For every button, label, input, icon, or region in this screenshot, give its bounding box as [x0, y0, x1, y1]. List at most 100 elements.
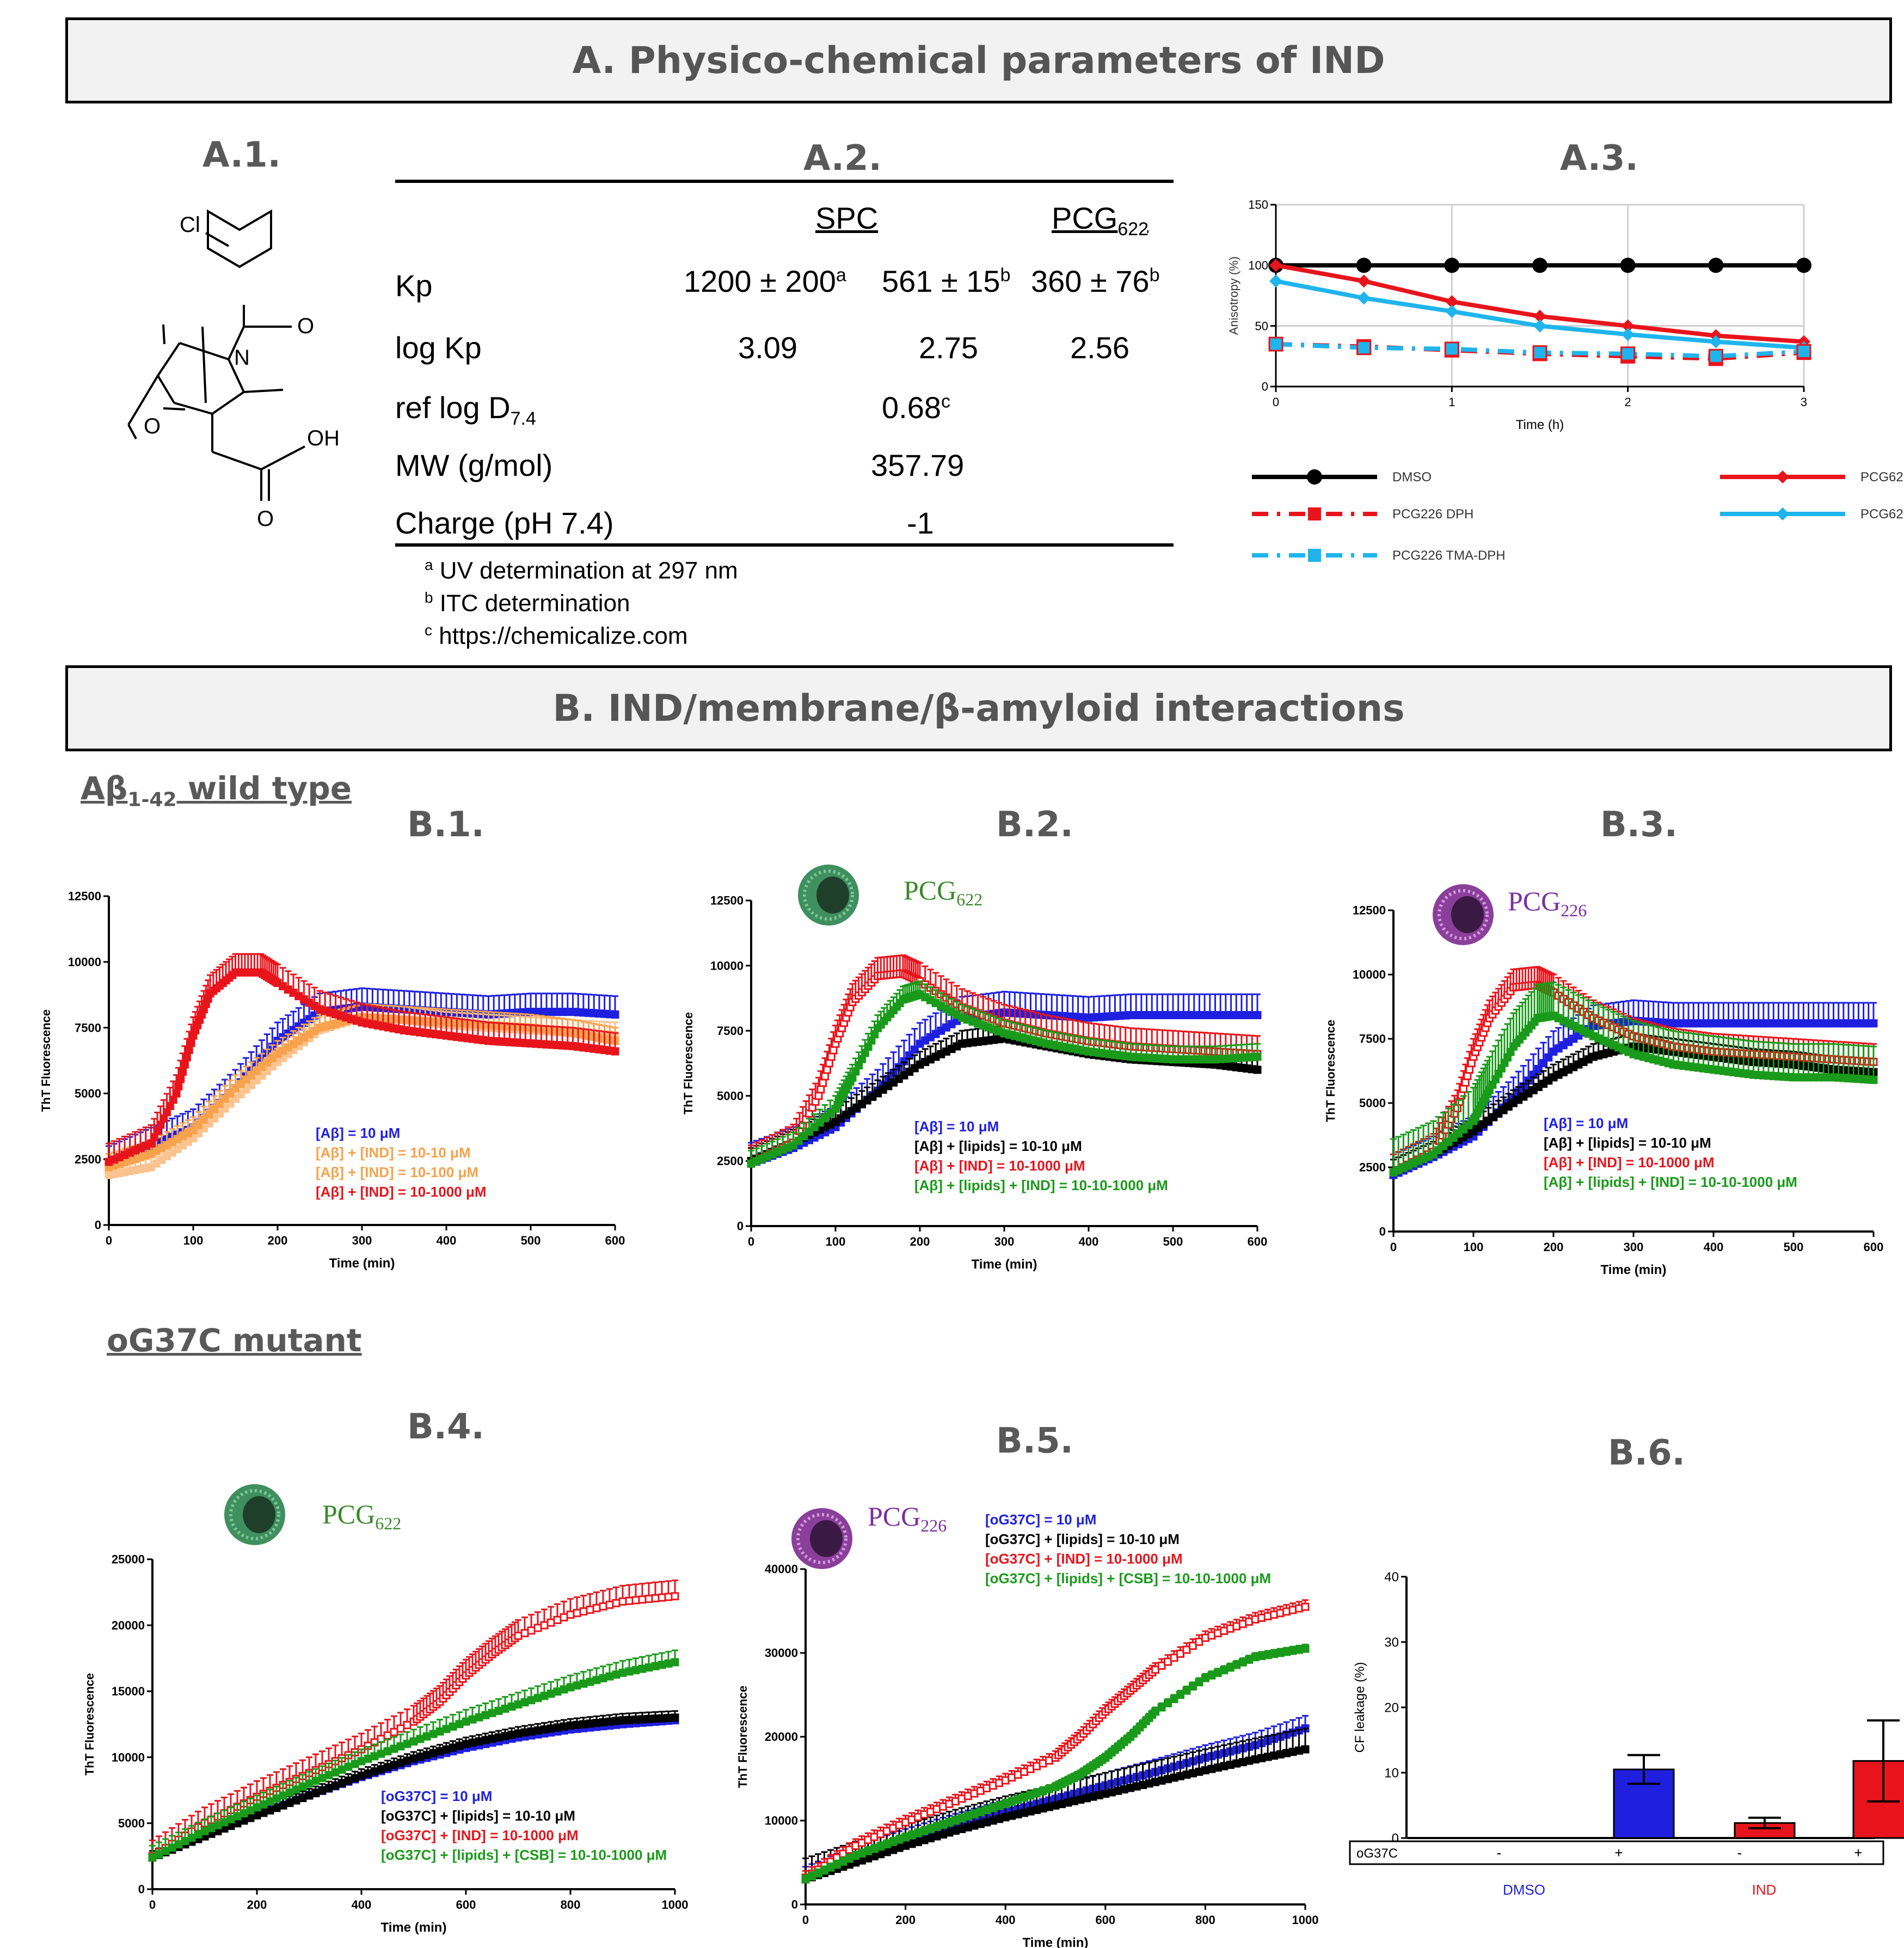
- data-point: [324, 1784, 333, 1792]
- atom-n: N: [234, 346, 250, 370]
- data-point: [305, 1791, 314, 1800]
- x-tick-label: 100: [1464, 1240, 1484, 1254]
- data-point: [409, 1754, 418, 1763]
- data-point: [1539, 1059, 1548, 1068]
- data-point: [442, 1745, 451, 1754]
- data-point: [1356, 258, 1372, 273]
- data-point: [1708, 258, 1724, 273]
- kp-v1: 1200 ± 200: [684, 264, 836, 298]
- x-tick-label: 600: [1864, 1240, 1884, 1254]
- atom-o-acid: O: [257, 507, 274, 531]
- data-point: [599, 1602, 607, 1611]
- y-tick-label: 5000: [1359, 1096, 1386, 1110]
- legend-label: PCG226 DPH: [1392, 507, 1473, 522]
- section-b-banner: B. IND/membrane/β-amyloid interactions: [65, 665, 1892, 751]
- data-point: [671, 1713, 679, 1722]
- y-tick-label: 0: [138, 1883, 145, 1896]
- logkp-v1: 3.09: [738, 330, 797, 365]
- data-point: [403, 1756, 411, 1765]
- data-point: [1444, 258, 1460, 273]
- x-axis-label: Time (min): [329, 1256, 395, 1271]
- y-tick-label: 0: [1262, 380, 1268, 394]
- data-point: [507, 1730, 516, 1739]
- data-point: [631, 1596, 640, 1604]
- data-point: [396, 1724, 405, 1733]
- data-point: [174, 1082, 183, 1091]
- data-point: [449, 1743, 457, 1752]
- data-point: [1534, 1064, 1543, 1073]
- y-tick-label: 12500: [1353, 904, 1386, 917]
- x-tick-label: 0: [149, 1898, 156, 1912]
- x-axis-label: Time (min): [1601, 1263, 1667, 1277]
- y-axis-label: Anisotropy (%): [1227, 256, 1240, 335]
- y-tick-label: 2500: [1359, 1161, 1386, 1174]
- data-point: [390, 1761, 398, 1769]
- data-point: [239, 1816, 248, 1825]
- x-tick-label: 400: [437, 1234, 457, 1247]
- data-point: [1532, 258, 1547, 273]
- data-point: [1461, 1078, 1470, 1087]
- x-tick-label: 100: [826, 1235, 846, 1248]
- data-point: [233, 1819, 242, 1828]
- data-point: [179, 1068, 187, 1076]
- data-point: [311, 1788, 320, 1797]
- y-tick-label: 20000: [112, 1619, 145, 1632]
- data-point: [468, 1738, 477, 1747]
- logd-v-sup: c: [941, 391, 950, 412]
- legend: DMSO PCG622 DPH PCG226 DPH PCG622 TMA-DPH PC…: [1252, 469, 1904, 563]
- kp-v1-sup: a: [836, 265, 846, 286]
- vesicle-icon-b2: [798, 865, 859, 926]
- data-point: [1445, 304, 1459, 318]
- y-tick-label: 7500: [1359, 1032, 1386, 1046]
- data-point: [579, 1607, 588, 1616]
- series-3: [148, 1649, 679, 1862]
- data-point: [1533, 309, 1546, 323]
- data-point: [611, 1010, 619, 1019]
- x-tick-label: 400: [1079, 1235, 1099, 1248]
- x-tick-label: 300: [352, 1234, 372, 1247]
- legend-entry: [Aβ] + [lipids] = 10-10 μM: [1544, 1135, 1711, 1151]
- y-tick-label: 0: [737, 1220, 744, 1233]
- data-point: [403, 1721, 411, 1730]
- data-point: [357, 1772, 366, 1780]
- b2-main: PCG: [904, 875, 957, 905]
- data-point: [533, 1624, 542, 1632]
- data-point: [829, 1046, 838, 1055]
- x-tick-label: 400: [352, 1898, 372, 1912]
- data-point: [599, 1718, 607, 1726]
- legend-marker: [1308, 507, 1321, 520]
- x-axis-label: Time (min): [972, 1257, 1037, 1272]
- x-axis-label: Time (h): [1516, 418, 1564, 432]
- kp-v2-sup: b: [1000, 265, 1011, 286]
- data-point: [540, 1725, 549, 1734]
- data-point: [527, 1727, 536, 1736]
- data-point: [1709, 335, 1723, 348]
- atom-oh: OH: [307, 426, 340, 450]
- legend-entry: [Aβ] + [IND] = 10-1000 μM: [914, 1157, 1085, 1174]
- data-point: [1253, 1065, 1262, 1074]
- charge-value: -1: [907, 506, 934, 540]
- legend-entry: [Aβ] + [IND] = 10-1000 μM: [316, 1184, 487, 1200]
- data-point: [546, 1618, 555, 1627]
- b3-sub: 226: [1561, 901, 1587, 920]
- data-point: [1869, 1076, 1878, 1085]
- data-point: [612, 1717, 621, 1725]
- data-point: [520, 1629, 529, 1638]
- x-tick-label: 600: [605, 1234, 625, 1247]
- data-point: [383, 1763, 392, 1772]
- data-point: [377, 1765, 385, 1774]
- data-point: [455, 1742, 464, 1750]
- kp-v3-sup: b: [1149, 265, 1160, 286]
- data-point: [279, 1801, 287, 1810]
- data-point: [337, 1779, 346, 1787]
- data-point: [1356, 340, 1372, 356]
- table-top-rule: [395, 180, 1174, 183]
- data-point: [1708, 348, 1723, 364]
- data-point: [823, 1065, 831, 1074]
- data-point: [370, 1767, 379, 1776]
- data-point: [1533, 319, 1546, 333]
- panel-label-a1: A.1.: [202, 135, 281, 175]
- x-tick-label: 1000: [662, 1898, 689, 1912]
- data-point: [1269, 274, 1282, 288]
- legend-marker: [1307, 469, 1322, 485]
